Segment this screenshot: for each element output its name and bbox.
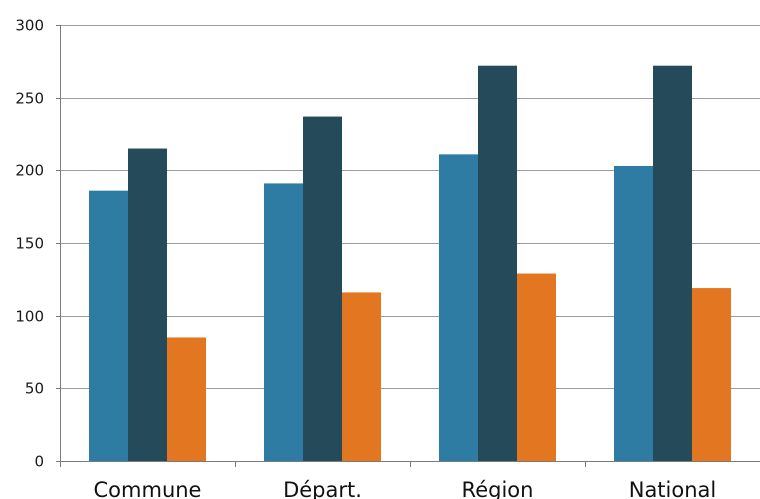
y-tick-label: 200: [15, 162, 44, 180]
bar: [614, 165, 653, 461]
bar: [439, 154, 478, 461]
x-category-label: Départ.: [283, 478, 362, 499]
bar: [264, 183, 303, 461]
y-tick-label: 250: [15, 90, 44, 108]
x-category-label: National: [629, 478, 717, 499]
bar: [342, 292, 381, 461]
labels: 0 50 100 150 200 250 300 Commune Départ. Région Na…: [15, 17, 716, 499]
bar: [128, 148, 167, 462]
x-category-label: Région: [462, 478, 534, 499]
bar: [303, 116, 342, 461]
y-tick-label: 100: [15, 308, 44, 326]
y-tick-label: 50: [25, 380, 44, 398]
bar: [89, 190, 128, 461]
bar: [478, 65, 517, 462]
bar: [167, 337, 206, 461]
axes: [56, 25, 760, 467]
y-tick-label: 150: [15, 235, 44, 253]
y-tick-label: 0: [34, 453, 44, 471]
bars: [89, 65, 731, 462]
bar: [517, 273, 556, 461]
bar: [653, 65, 692, 462]
bar: [692, 288, 731, 461]
x-category-label: Commune: [94, 478, 202, 499]
y-tick-label: 300: [15, 17, 44, 35]
